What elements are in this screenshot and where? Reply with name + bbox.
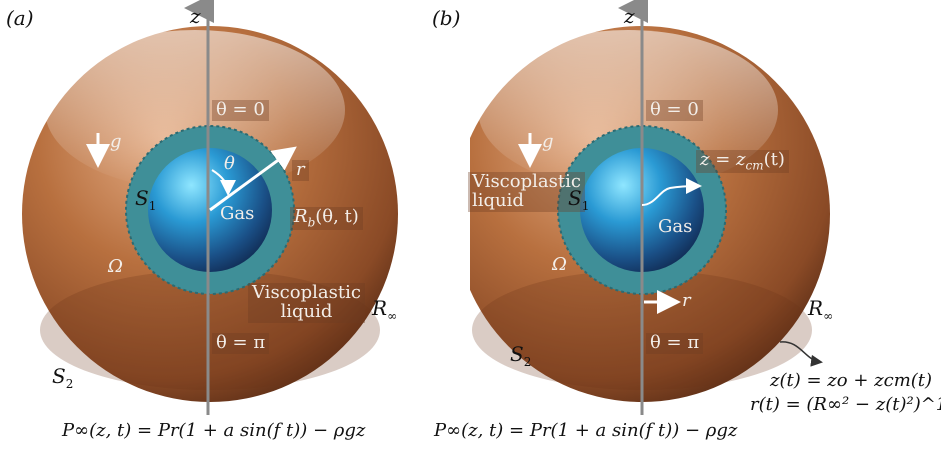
r-inf-sub: ∞ xyxy=(823,309,834,323)
gravity-label: g xyxy=(542,131,554,152)
liquid-line2: liquid xyxy=(472,189,524,211)
liquid-label: Viscoplastic liquid xyxy=(468,172,585,212)
pressure-equation: P∞(z, t) = Pr(1 + a sin(f t)) − ρgz xyxy=(434,420,738,441)
theta-arc xyxy=(211,169,236,196)
zcm-args: (t) xyxy=(763,149,785,170)
liquid-line2: liquid xyxy=(280,300,333,322)
bubble-radius-sub: b xyxy=(307,215,316,230)
liquid-label: Viscoplastic liquid xyxy=(248,283,365,323)
zcm-curve xyxy=(641,178,702,206)
panel-tag: (b) xyxy=(432,6,461,30)
sphere-lower-shadow xyxy=(40,270,380,390)
theta-bottom-label: θ = π xyxy=(646,333,704,354)
panel-a: (a) z θ = 0 g θ r S1 Gas Rb(θ, t) Ω Visc… xyxy=(0,0,470,449)
surface-s1: S1 xyxy=(568,188,589,212)
surface-s1: S1 xyxy=(135,188,156,212)
surface-s1-main: S xyxy=(135,186,149,210)
liquid-line1: Viscoplastic xyxy=(472,171,581,192)
gas-label: Gas xyxy=(658,216,693,237)
surface-s1-sub: 1 xyxy=(581,199,590,213)
panel-tag: (a) xyxy=(6,6,34,30)
omega-label: Ω xyxy=(552,254,567,275)
sphere-highlight xyxy=(478,30,778,190)
panel-b: (b) z θ = 0 g Viscoplastic liquid S1 z =… xyxy=(432,0,941,449)
r-vector xyxy=(209,146,297,212)
zcm-lhs: z = z xyxy=(700,149,746,170)
theta-top-label: θ = 0 xyxy=(212,100,269,121)
sphere-highlight xyxy=(45,30,345,190)
r-inf-sub: ∞ xyxy=(387,309,398,323)
r-inf-label: R∞ xyxy=(372,298,397,322)
theta-top-label: θ = 0 xyxy=(646,100,703,121)
zcm-label: z = zcm(t) xyxy=(696,149,789,174)
surface-s2-main: S xyxy=(510,342,524,366)
bubble-radius-main: R xyxy=(294,206,308,227)
r-label: r xyxy=(682,290,691,311)
omega-label: Ω xyxy=(108,256,123,277)
z-axis-label: z xyxy=(190,4,201,28)
gravity-label: g xyxy=(110,131,122,152)
surface-s2-main: S xyxy=(52,364,66,388)
bubble-radius-args: (θ, t) xyxy=(315,206,359,227)
theta-label: θ xyxy=(224,153,235,174)
zcm-sub: cm xyxy=(745,158,764,173)
liquid-line1: Viscoplastic xyxy=(252,282,361,303)
surface-s1-sub: 1 xyxy=(148,199,157,213)
surface-s2: S2 xyxy=(52,366,73,390)
surface-s1-main: S xyxy=(568,186,582,210)
pressure-equation: P∞(z, t) = Pr(1 + a sin(f t)) − ρgz xyxy=(62,420,366,441)
surface-s2-sub: 2 xyxy=(65,377,74,391)
theta-bottom-label: θ = π xyxy=(212,333,270,354)
gas-label: Gas xyxy=(220,203,255,224)
r-inf-main: R xyxy=(372,296,388,320)
z-axis-label: z xyxy=(624,4,635,28)
bubble-radius-label: Rb(θ, t) xyxy=(290,206,363,231)
pointer-curve xyxy=(779,341,823,367)
r-inf-label: R∞ xyxy=(808,298,833,322)
panel-b-drawing xyxy=(470,0,830,415)
surface-s2-sub: 2 xyxy=(523,355,532,369)
r-inf-main: R xyxy=(808,296,824,320)
panel-a-drawing xyxy=(22,0,398,415)
surface-s2: S2 xyxy=(510,344,531,368)
z-of-t-equation: z(t) = zo + zcm(t) xyxy=(770,370,933,391)
r-label: r xyxy=(292,160,309,181)
r-of-t-equation: r(t) = (R∞² − z(t)²)^1/2 xyxy=(750,394,941,415)
